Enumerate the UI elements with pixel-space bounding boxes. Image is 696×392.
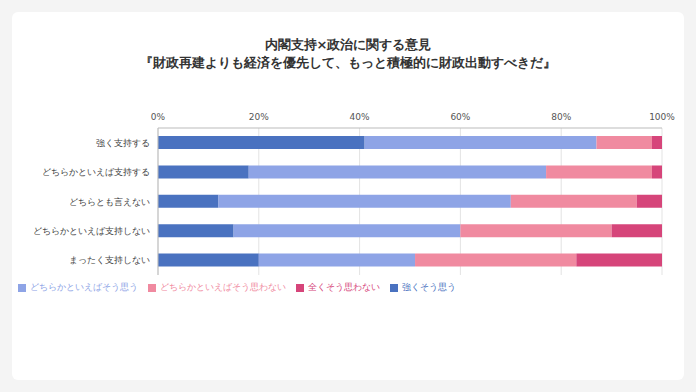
html-text:どちらかといえばそう思う: どちらかといえばそう思う xyxy=(30,282,138,292)
svg-text:20%: 20% xyxy=(249,112,269,122)
html-text:強くそう思う: 強くそう思う xyxy=(402,282,456,292)
svg-text:0%: 0% xyxy=(151,112,166,122)
svg-text:どちらかといえば支持しない: どちらかといえば支持しない xyxy=(33,226,150,236)
svg-text:80%: 80% xyxy=(551,112,571,122)
svg-text:どちらかといえば支持する: どちらかといえば支持する xyxy=(42,167,150,177)
svg-text:100%: 100% xyxy=(649,112,675,122)
svg-text:40%: 40% xyxy=(350,112,370,122)
svg-text:どちらとも言えない: どちらとも言えない xyxy=(69,197,150,207)
html-text:『財政再建よりも経済を優先して、もっと積極的に財政出動すべき: 『財政再建よりも経済を優先して、もっと積極的に財政出動すべきだ』 xyxy=(140,55,556,70)
html-text:全くそう思わない: 全くそう思わない xyxy=(308,282,380,292)
svg-text:60%: 60% xyxy=(450,112,470,122)
svg-text:強く支持する: 強く支持する xyxy=(96,138,150,148)
html-text:どちらかといえばそう思わない: どちらかといえばそう思わない xyxy=(160,282,286,292)
html-text:内閣支持×政治に関する意見: 内閣支持×政治に関する意見 xyxy=(264,37,432,52)
svg-text:まったく支持しない: まったく支持しない xyxy=(69,255,150,265)
